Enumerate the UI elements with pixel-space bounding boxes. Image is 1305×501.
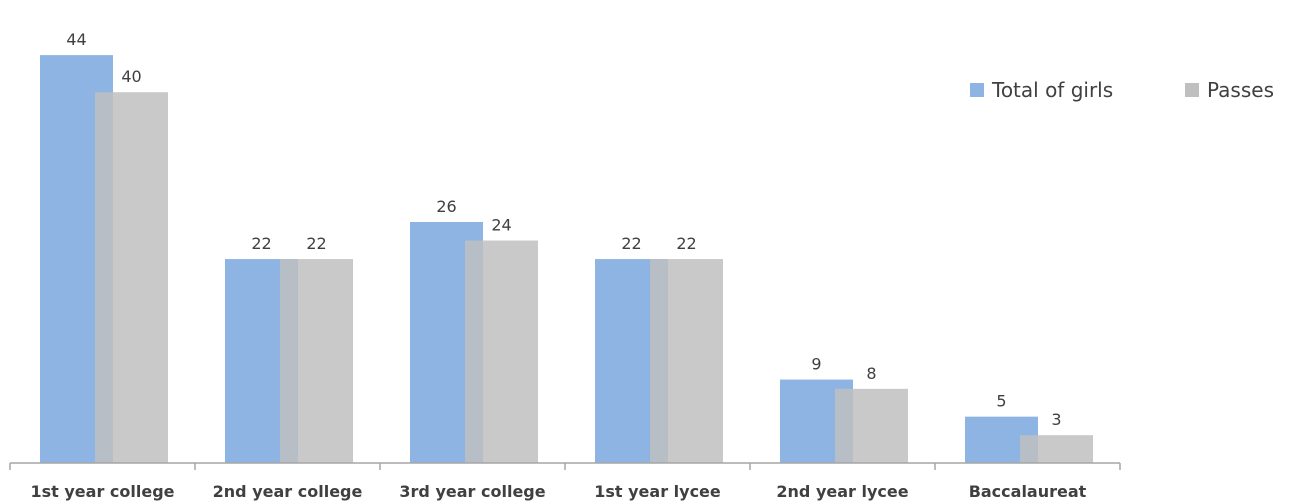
data-label-total-of-girls-5: 5 bbox=[996, 392, 1006, 411]
data-label-total-of-girls-1: 22 bbox=[251, 234, 271, 253]
data-label-total-of-girls-3: 22 bbox=[621, 234, 641, 253]
x-tick-label-2: 3rd year college bbox=[399, 482, 545, 501]
data-label-total-of-girls-4: 9 bbox=[811, 355, 821, 374]
x-tick-label-3: 1st year lycee bbox=[594, 482, 721, 501]
legend-swatch-passes bbox=[1185, 83, 1199, 97]
bar-passes-4 bbox=[835, 388, 908, 463]
data-label-passes-5: 3 bbox=[1051, 410, 1061, 429]
data-labels-layer: 44 22 26 22 9 5 40 22 24 22 8 3 bbox=[66, 30, 1061, 429]
legend-swatch-total-of-girls bbox=[970, 83, 984, 97]
x-tick-label-5: Baccalaureat bbox=[969, 482, 1087, 501]
x-tick-label-4: 2nd year lycee bbox=[776, 482, 908, 501]
data-label-passes-1: 22 bbox=[306, 234, 326, 253]
data-label-total-of-girls-0: 44 bbox=[66, 30, 86, 49]
data-label-passes-3: 22 bbox=[676, 234, 696, 253]
data-label-passes-0: 40 bbox=[121, 67, 141, 86]
bar-passes-5 bbox=[1020, 435, 1093, 463]
bar-passes-1 bbox=[280, 259, 353, 463]
bar-passes-2 bbox=[465, 240, 538, 463]
bar-passes-0 bbox=[95, 92, 168, 463]
x-tick-label-1: 2nd year college bbox=[213, 482, 363, 501]
data-label-passes-4: 8 bbox=[866, 364, 876, 383]
bar-passes-3 bbox=[650, 259, 723, 463]
data-label-passes-2: 24 bbox=[491, 216, 511, 235]
x-tick-label-0: 1st year college bbox=[30, 482, 174, 501]
legend-label-passes: Passes bbox=[1207, 78, 1274, 102]
bars-layer bbox=[40, 55, 1093, 464]
legend: Total of girls Passes bbox=[970, 78, 1274, 102]
legend-label-total-of-girls: Total of girls bbox=[991, 78, 1113, 102]
x-axis: 1st year college 2nd year college 3rd year… bbox=[9, 462, 1121, 501]
data-label-total-of-girls-2: 26 bbox=[436, 197, 456, 216]
